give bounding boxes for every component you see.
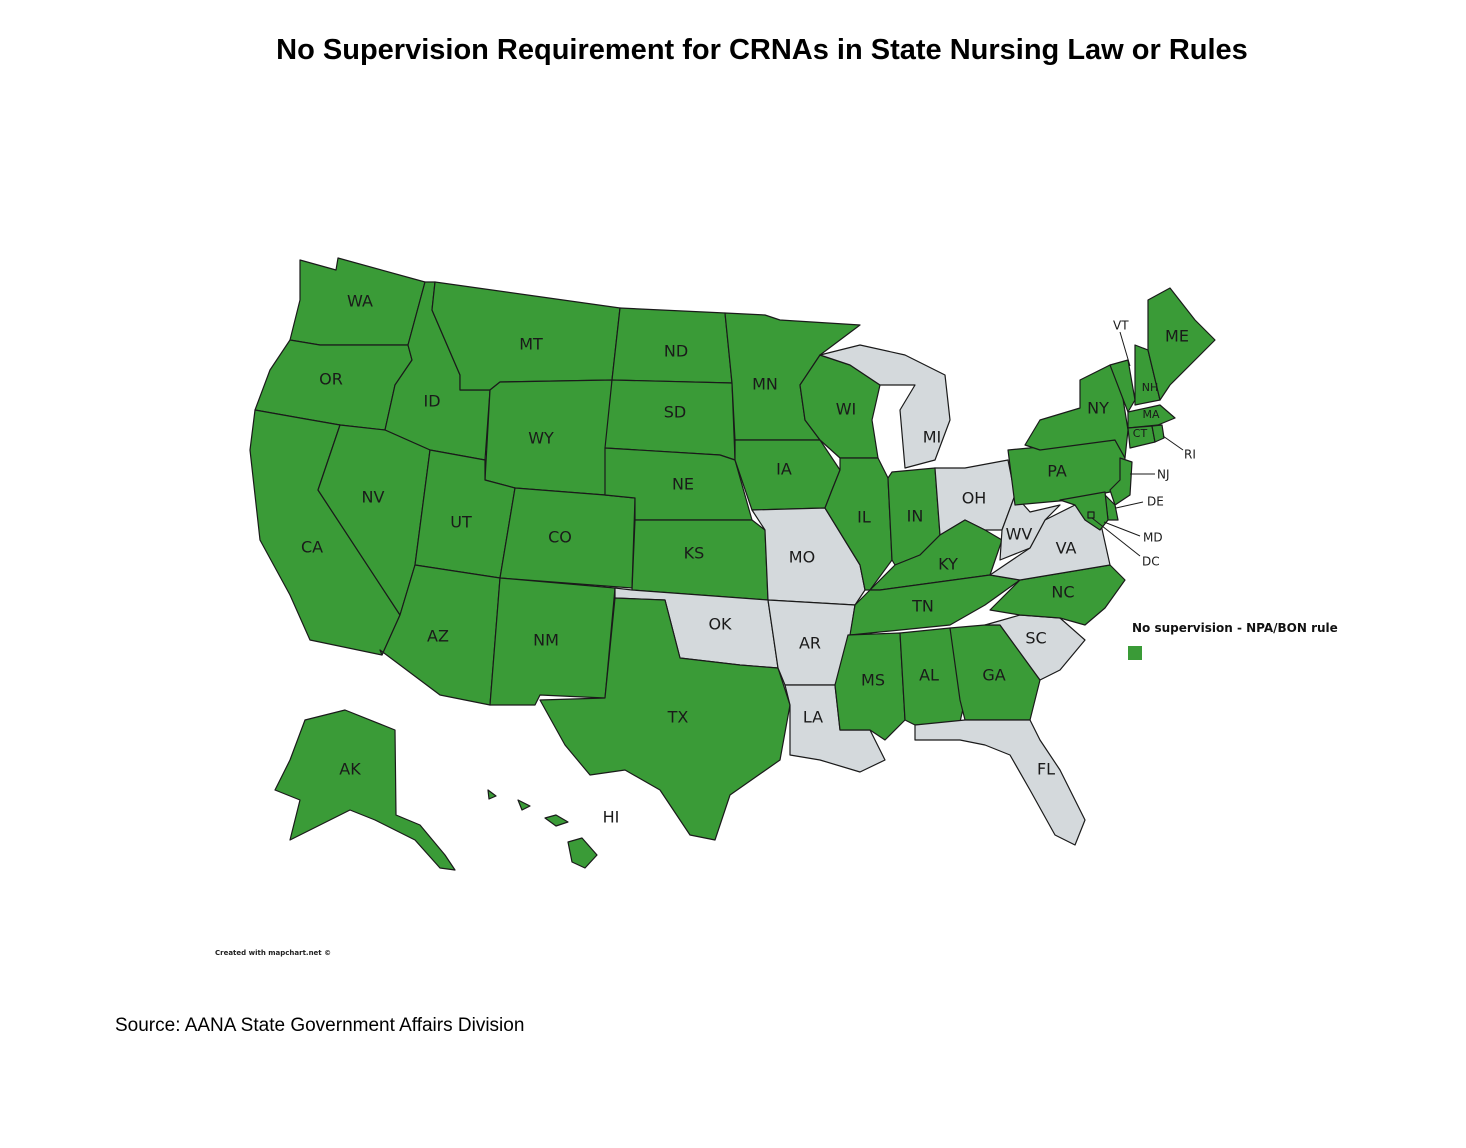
label-OK: OK — [708, 615, 732, 634]
label-KY: KY — [938, 555, 958, 574]
label-VA: VA — [1056, 539, 1077, 558]
label-WV: WV — [1006, 525, 1033, 544]
label-IA: IA — [776, 460, 792, 479]
label-SD: SD — [664, 403, 686, 422]
label-CO: CO — [548, 528, 572, 547]
label-WY: WY — [528, 429, 554, 448]
label-FL: FL — [1037, 760, 1055, 779]
label-CT: CT — [1133, 427, 1148, 440]
state-RI[interactable] — [1151, 424, 1165, 443]
state-NH[interactable] — [1134, 344, 1161, 406]
state-MI[interactable] — [819, 344, 951, 469]
label-NE: NE — [672, 475, 694, 494]
state-AK[interactable] — [274, 709, 456, 871]
label-VT: VT — [1113, 319, 1129, 333]
state-FL[interactable] — [914, 719, 1086, 846]
label-NC: NC — [1051, 583, 1074, 602]
callout-line-MD — [1103, 521, 1141, 537]
callout-line-VT — [1119, 331, 1131, 367]
label-MS: MS — [861, 671, 885, 690]
label-IN: IN — [907, 507, 924, 526]
state-MD[interactable] — [1059, 491, 1109, 531]
label-DC: DC — [1142, 555, 1160, 569]
state-ME[interactable] — [1147, 287, 1216, 401]
mapchart-credit: Created with mapchart.net © — [215, 949, 332, 957]
label-IL: IL — [857, 508, 871, 527]
label-AZ: AZ — [427, 627, 449, 646]
label-MD: MD — [1143, 531, 1163, 545]
label-DE: DE — [1147, 495, 1164, 509]
label-OR: OR — [319, 370, 343, 389]
legend-label: No supervision - NPA/BON rule — [1132, 621, 1338, 635]
label-NY: NY — [1087, 399, 1109, 418]
state-MA[interactable] — [1127, 404, 1176, 429]
source-note: Source: AANA State Government Affairs Di… — [115, 1015, 525, 1036]
label-PA: PA — [1047, 462, 1067, 481]
label-NV: NV — [362, 488, 385, 507]
label-ID: ID — [423, 392, 440, 411]
label-KS: KS — [684, 544, 705, 563]
label-WI: WI — [836, 400, 857, 419]
callout-line-RI — [1162, 435, 1184, 451]
label-MO: MO — [789, 548, 815, 567]
label-HI: HI — [603, 808, 620, 827]
label-UT: UT — [450, 513, 472, 532]
label-CA: CA — [301, 538, 323, 557]
label-ME: ME — [1165, 327, 1189, 346]
state-IL[interactable] — [824, 457, 893, 591]
label-ND: ND — [664, 342, 688, 361]
callout-line-DC — [1091, 517, 1141, 557]
state-TX[interactable] — [539, 597, 791, 841]
label-MT: MT — [519, 335, 543, 354]
label-TX: TX — [667, 708, 689, 727]
label-OH: OH — [962, 489, 987, 508]
label-NH: NH — [1142, 381, 1159, 394]
label-LA: LA — [803, 708, 823, 727]
label-AR: AR — [799, 634, 821, 653]
label-MN: MN — [752, 375, 778, 394]
label-GA: GA — [982, 666, 1005, 685]
label-TN: TN — [911, 597, 934, 616]
label-NJ: NJ — [1157, 468, 1170, 482]
label-MI: MI — [923, 428, 942, 447]
label-AL: AL — [919, 666, 939, 685]
callout-line-DE — [1115, 501, 1144, 509]
label-SC: SC — [1025, 629, 1046, 648]
legend-swatch — [1128, 646, 1142, 660]
label-AK: AK — [339, 760, 361, 779]
label-WA: WA — [347, 292, 373, 311]
state-DC[interactable] — [1087, 511, 1095, 519]
label-MA: MA — [1142, 408, 1159, 421]
state-HI[interactable] — [487, 789, 598, 869]
label-RI: RI — [1184, 448, 1196, 462]
label-NM: NM — [533, 631, 559, 650]
map-title: No Supervision Requirement for CRNAs in … — [276, 34, 1248, 66]
